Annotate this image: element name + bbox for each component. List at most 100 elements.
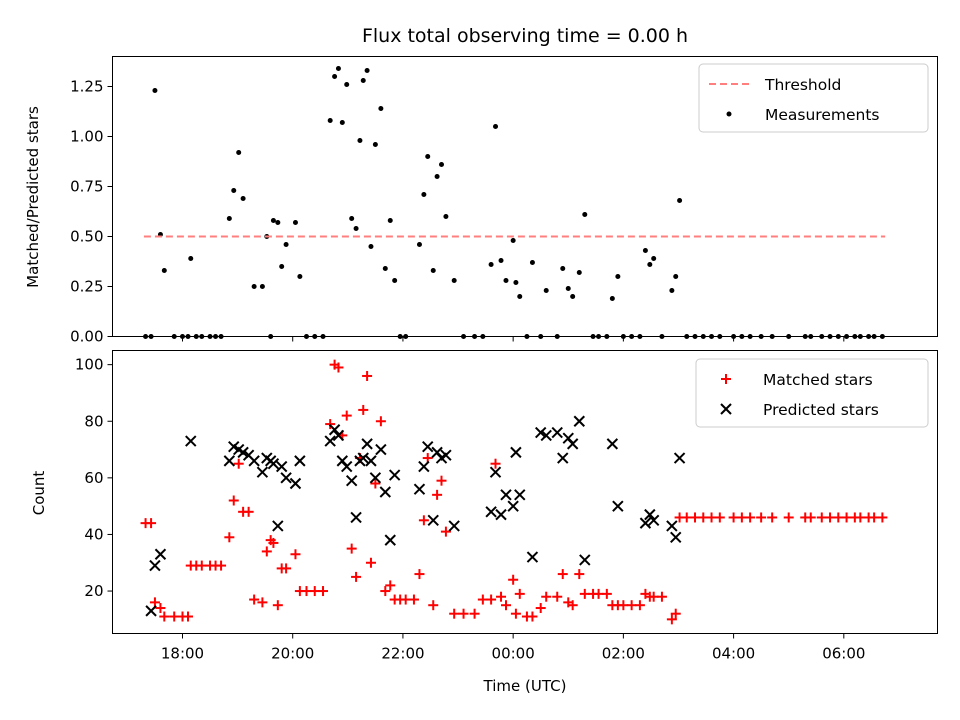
legend-predicted-label: Predicted stars [763,401,879,419]
y-tick-label: 20 [84,582,103,600]
predicted-star-point [345,474,358,487]
matched-star-point [458,608,469,619]
predicted-star-point [275,460,288,473]
matched-star-point [428,600,439,611]
measurement-point [513,280,519,285]
legend-matched-label: Matched stars [763,371,873,389]
legend-box [695,358,929,428]
measurement-point [344,82,350,87]
matched-star-point [243,506,254,517]
legend-measurements-swatch [726,111,732,117]
matched-star-point [233,458,244,469]
measurement-point [677,198,683,203]
measurement-point [392,278,398,283]
measurement-point [270,218,276,223]
y-axis-label: Count [30,471,48,516]
measurement-point [576,270,582,275]
predicted-star-point [357,452,369,464]
predicted-star-point [145,605,157,617]
matched-star-point [469,608,480,619]
plot-frame [112,56,938,337]
matched-star-point [601,588,612,599]
matched-star-point [385,580,396,591]
measurement-point [372,142,378,147]
measurement-point [510,238,516,243]
measurement-point [161,268,167,273]
measurement-point [283,242,289,247]
predicted-star-point [485,506,497,518]
matched-star-point [365,557,376,568]
matched-star-point [514,588,525,599]
measurement-point [240,196,246,201]
predicted-star-point [495,508,507,521]
measurement-point [517,294,523,299]
matched-star-point [362,370,373,381]
measurement-point [226,216,232,221]
measurement-point [493,124,499,129]
measurement-point [651,256,657,261]
matched-star-point [224,532,235,543]
predicted-star-point [579,554,591,566]
predicted-star-point [375,443,387,456]
measurement-point [430,268,436,273]
matched-star-point [432,489,443,500]
measurement-point [292,220,298,225]
predicted-star-point [422,441,434,453]
y-tick-label: 40 [84,525,103,543]
measurement-point [570,294,576,299]
measurement-point [615,274,621,279]
matched-star-point [261,546,272,557]
measurement-point [236,150,242,155]
matched-star-point [351,571,362,582]
matched-star-point [767,512,778,523]
predicted-star-point [237,446,249,459]
measurement-point [368,244,374,249]
predicted-star-point [566,438,579,450]
measurement-point [387,218,393,223]
matched-star-point [436,475,447,486]
matched-star-point [714,512,725,523]
x-tick-label: 06:00 [822,645,865,663]
matched-star-point [656,591,667,602]
matched-star-point [408,594,419,605]
predicted-star-point [272,520,284,532]
measurement-point [498,258,504,263]
predicted-star-point [500,489,512,501]
predicted-star-point [448,520,460,532]
predicted-star-point [384,534,396,546]
predicted-star-point [534,426,547,439]
legend-predicted-marker [720,403,732,415]
x-tick-label: 04:00 [712,645,755,663]
x-axis-label: Time (UTC) [483,677,567,695]
matched-star-point [552,591,563,602]
measurement-point [560,266,566,271]
matched-star-point [541,591,552,602]
legend-matched-swatch [721,374,731,384]
matched-star-point [805,512,816,523]
y-tick-label: 0.00 [70,328,103,346]
measurement-point [439,162,445,167]
matched-star-point [272,600,283,611]
legend-measurements-label: Measurements [765,106,880,124]
measurement-point [259,284,265,289]
predicted-star-point [557,452,569,464]
measurement-point [565,286,571,291]
matched-star-point [756,512,767,523]
matched-star-point [257,597,268,608]
predicted-star-point [267,457,280,470]
measurement-point [416,242,422,247]
measurement-point [152,88,158,93]
matched-star-point [333,362,344,373]
y-tick-label: 0.75 [70,178,103,196]
matched-star-point [783,512,794,523]
matched-star-point [449,608,460,619]
predicted-star-point [365,455,377,467]
predicted-star-point [644,508,656,521]
legend-predicted-swatch [720,403,732,415]
predicted-star-point [256,466,269,478]
predicted-star-point [332,429,345,442]
matched-star-point [228,495,239,506]
matched-star-point [346,543,357,554]
measurement-points [143,66,885,339]
